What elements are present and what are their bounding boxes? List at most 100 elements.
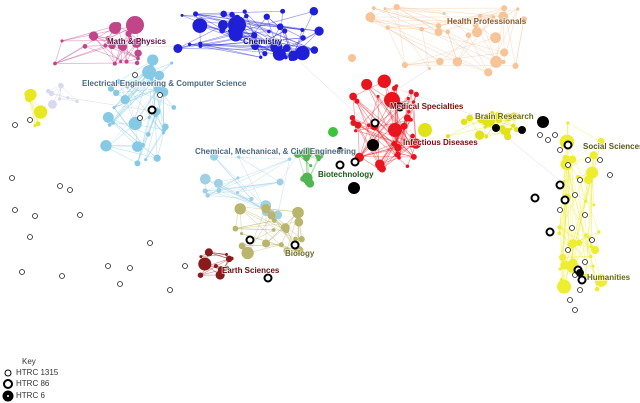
edge: [195, 13, 303, 31]
labels: Math & Physics Chemistry Health Profession…: [81, 16, 640, 283]
node: [224, 252, 229, 256]
node: [371, 6, 376, 10]
edge: [377, 96, 413, 146]
htrc-node: [555, 180, 565, 190]
edge: [112, 72, 150, 124]
node: [309, 7, 319, 16]
edge: [242, 244, 282, 247]
node: [270, 40, 283, 53]
edge: [359, 111, 410, 157]
htrc-node: [147, 240, 153, 246]
htrc-node: [182, 263, 188, 269]
node: [419, 26, 424, 32]
htrc-node: [545, 137, 551, 143]
edge: [116, 88, 159, 94]
htrc-node: [530, 193, 540, 203]
node: [472, 27, 483, 38]
edge: [590, 172, 593, 247]
edge: [486, 132, 504, 137]
node: [300, 175, 307, 182]
node: [590, 245, 600, 255]
edge: [237, 181, 281, 193]
edge: [51, 93, 68, 99]
edge: [387, 27, 422, 30]
node: [481, 113, 496, 127]
node: [557, 279, 572, 294]
node: [597, 230, 601, 234]
node: [354, 129, 358, 133]
node: [490, 32, 502, 44]
edge: [366, 84, 417, 144]
node: [370, 19, 374, 23]
edge: [562, 256, 591, 258]
edge: [443, 13, 469, 36]
node: [216, 187, 222, 192]
node: [193, 11, 199, 17]
key-symbol: [7, 395, 9, 397]
node: [60, 39, 64, 43]
node: [213, 264, 218, 269]
edge: [54, 45, 113, 64]
edge: [208, 258, 230, 266]
edge: [200, 37, 304, 47]
edge: [384, 8, 430, 69]
edge: [559, 226, 580, 243]
node: [384, 92, 400, 108]
edge: [476, 8, 518, 33]
edge: [561, 166, 569, 281]
node: [116, 78, 122, 85]
node: [213, 178, 223, 188]
edge: [397, 117, 408, 148]
edge: [439, 31, 478, 62]
edge: [238, 156, 281, 183]
edge: [126, 33, 129, 62]
node: [109, 22, 121, 34]
edge: [195, 13, 315, 51]
edge: [457, 61, 489, 73]
edge: [559, 226, 596, 251]
node: [238, 242, 246, 250]
htrc-node: [157, 92, 163, 98]
node: [484, 134, 489, 139]
node: [592, 203, 596, 207]
edge: [357, 125, 360, 158]
htrc-node: [582, 259, 588, 265]
node: [350, 119, 357, 126]
htrc-node: [27, 234, 33, 240]
node: [232, 225, 239, 232]
edge: [359, 142, 412, 158]
edge: [572, 179, 589, 244]
htrc-node: [19, 269, 25, 275]
edge: [148, 117, 164, 134]
htrc-node: [576, 269, 584, 277]
node: [472, 22, 479, 28]
node: [235, 191, 240, 195]
node: [394, 84, 399, 88]
node: [241, 246, 254, 260]
edge: [218, 181, 281, 191]
htrc-node: [370, 118, 380, 128]
htrc-node: [577, 275, 587, 285]
node: [105, 36, 111, 41]
edge: [200, 34, 255, 47]
edge: [237, 158, 290, 193]
node: [276, 23, 284, 31]
node: [251, 42, 260, 51]
node: [293, 236, 298, 242]
node: [111, 120, 115, 125]
edge: [195, 13, 320, 32]
node: [557, 225, 562, 230]
node: [391, 141, 397, 147]
edge: [108, 117, 158, 159]
node: [401, 61, 408, 69]
edge: [200, 43, 261, 58]
node: [132, 141, 143, 152]
edge: [404, 61, 440, 66]
node: [108, 42, 116, 50]
edge: [352, 96, 415, 158]
node: [33, 105, 48, 119]
node: [491, 15, 496, 19]
node: [348, 54, 356, 62]
edge: [396, 94, 417, 153]
edge: [67, 97, 78, 102]
